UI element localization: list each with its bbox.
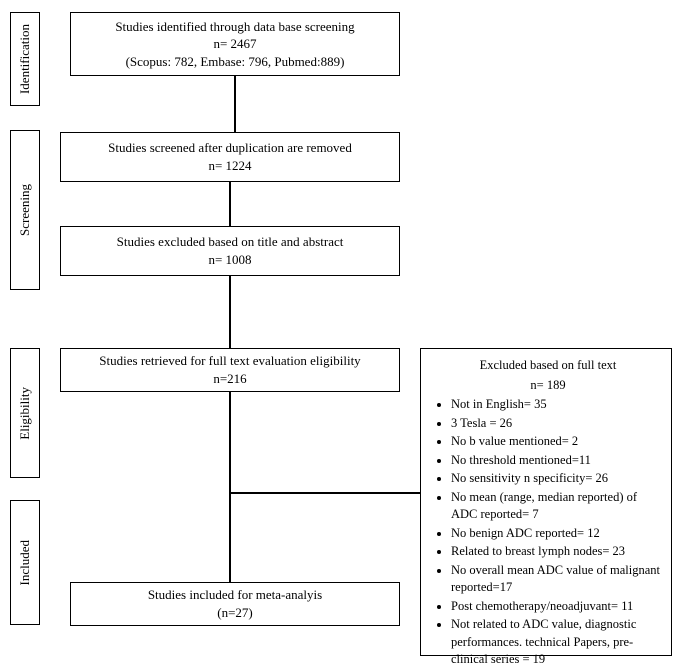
- phase-screening: Screening: [10, 130, 40, 290]
- excluded-item: No overall mean ADC value of malignant r…: [451, 562, 661, 597]
- box-screened-l1: Studies screened after duplication are r…: [108, 139, 352, 157]
- connector: [229, 182, 231, 226]
- excluded-item: 3 Tesla = 26: [451, 415, 661, 433]
- box-ft-l2: n=216: [213, 370, 246, 388]
- box-included-meta: Studies included for meta-analyis (n=27): [70, 582, 400, 626]
- connector: [229, 392, 231, 582]
- excluded-n: n= 189: [435, 377, 661, 395]
- box-identified-l1: Studies identified through data base scr…: [115, 18, 354, 36]
- box-excl-ta-l1: Studies excluded based on title and abst…: [117, 233, 344, 251]
- excluded-title: Excluded based on full text: [435, 357, 661, 375]
- excluded-item: Post chemotherapy/neoadjuvant= 11: [451, 598, 661, 616]
- box-identified-l2: n= 2467: [213, 35, 256, 53]
- connector-branch-horizontal: [229, 492, 420, 494]
- box-screened-l2: n= 1224: [208, 157, 251, 175]
- box-incl-l1: Studies included for meta-analyis: [148, 586, 322, 604]
- connector: [234, 76, 236, 132]
- box-identified-l3: (Scopus: 782, Embase: 796, Pubmed:889): [126, 53, 345, 71]
- excluded-list: Not in English= 35 3 Tesla = 26 No b val…: [435, 396, 661, 670]
- excluded-item: Not in English= 35: [451, 396, 661, 414]
- excluded-item: No sensitivity n specificity= 26: [451, 470, 661, 488]
- box-incl-l2: (n=27): [217, 604, 253, 622]
- phase-included-label: Included: [17, 540, 33, 585]
- box-excluded-fulltext: Excluded based on full text n= 189 Not i…: [420, 348, 672, 656]
- excluded-item: No threshold mentioned=11: [451, 452, 661, 470]
- box-excluded-title-abstract: Studies excluded based on title and abst…: [60, 226, 400, 276]
- phase-screening-label: Screening: [17, 184, 33, 236]
- phase-included: Included: [10, 500, 40, 625]
- phase-eligibility-label: Eligibility: [17, 387, 33, 440]
- excluded-item: No benign ADC reported= 12: [451, 525, 661, 543]
- phase-eligibility: Eligibility: [10, 348, 40, 478]
- excluded-item: Not related to ADC value, diagnostic per…: [451, 616, 661, 669]
- box-excl-ta-l2: n= 1008: [208, 251, 251, 269]
- excluded-item: No mean (range, median reported) of ADC …: [451, 489, 661, 524]
- excluded-item: No b value mentioned= 2: [451, 433, 661, 451]
- box-ft-l1: Studies retrieved for full text evaluati…: [99, 352, 360, 370]
- box-identified: Studies identified through data base scr…: [70, 12, 400, 76]
- connector: [229, 276, 231, 348]
- excluded-item: Related to breast lymph nodes= 23: [451, 543, 661, 561]
- box-fulltext-eligibility: Studies retrieved for full text evaluati…: [60, 348, 400, 392]
- phase-identification-label: Identification: [17, 24, 33, 94]
- prisma-flowchart: Identification Screening Eligibility Inc…: [10, 10, 675, 661]
- phase-identification: Identification: [10, 12, 40, 106]
- box-screened: Studies screened after duplication are r…: [60, 132, 400, 182]
